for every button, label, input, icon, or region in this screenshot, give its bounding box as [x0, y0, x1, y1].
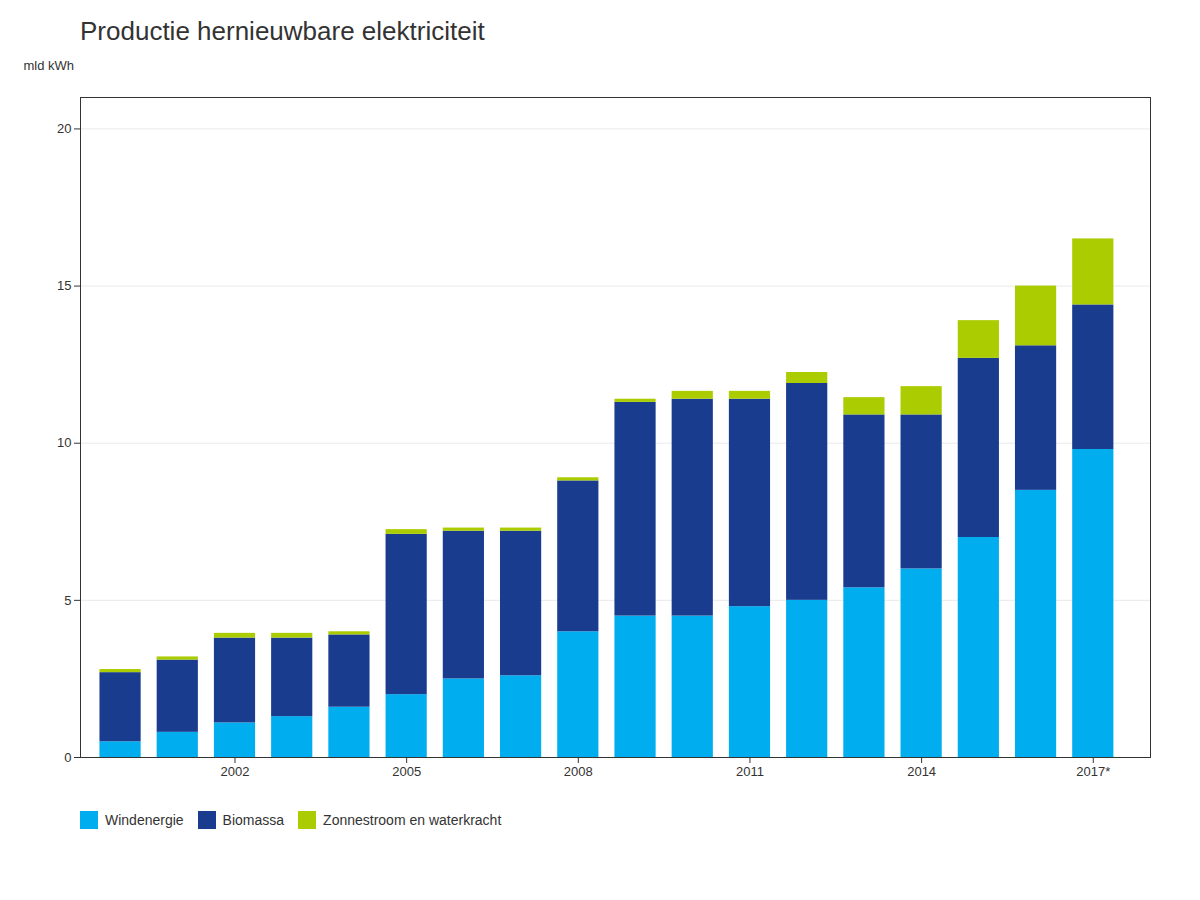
svg-text:mld kWh: mld kWh [24, 58, 75, 73]
svg-text:2017*: 2017* [1076, 764, 1110, 779]
svg-text:2008: 2008 [564, 764, 593, 779]
svg-text:10: 10 [57, 435, 71, 450]
svg-text:2014: 2014 [907, 764, 936, 779]
svg-text:2002: 2002 [221, 764, 250, 779]
svg-text:15: 15 [57, 278, 71, 293]
svg-text:2011: 2011 [736, 764, 764, 779]
html-text:Biomassa: Biomassa [222, 811, 285, 828]
html-text:Productie hernieuwbare elektri: Productie hernieuwbare elektriciteit [80, 16, 485, 46]
svg-text:20: 20 [57, 121, 71, 136]
html-text:Zonnestroom en waterkracht: Zonnestroom en waterkracht [323, 811, 502, 828]
svg-text:0: 0 [64, 750, 71, 765]
svg-text:2005: 2005 [392, 764, 421, 779]
html-text:Windenergie: Windenergie [105, 811, 184, 828]
svg-text:5: 5 [64, 593, 71, 608]
